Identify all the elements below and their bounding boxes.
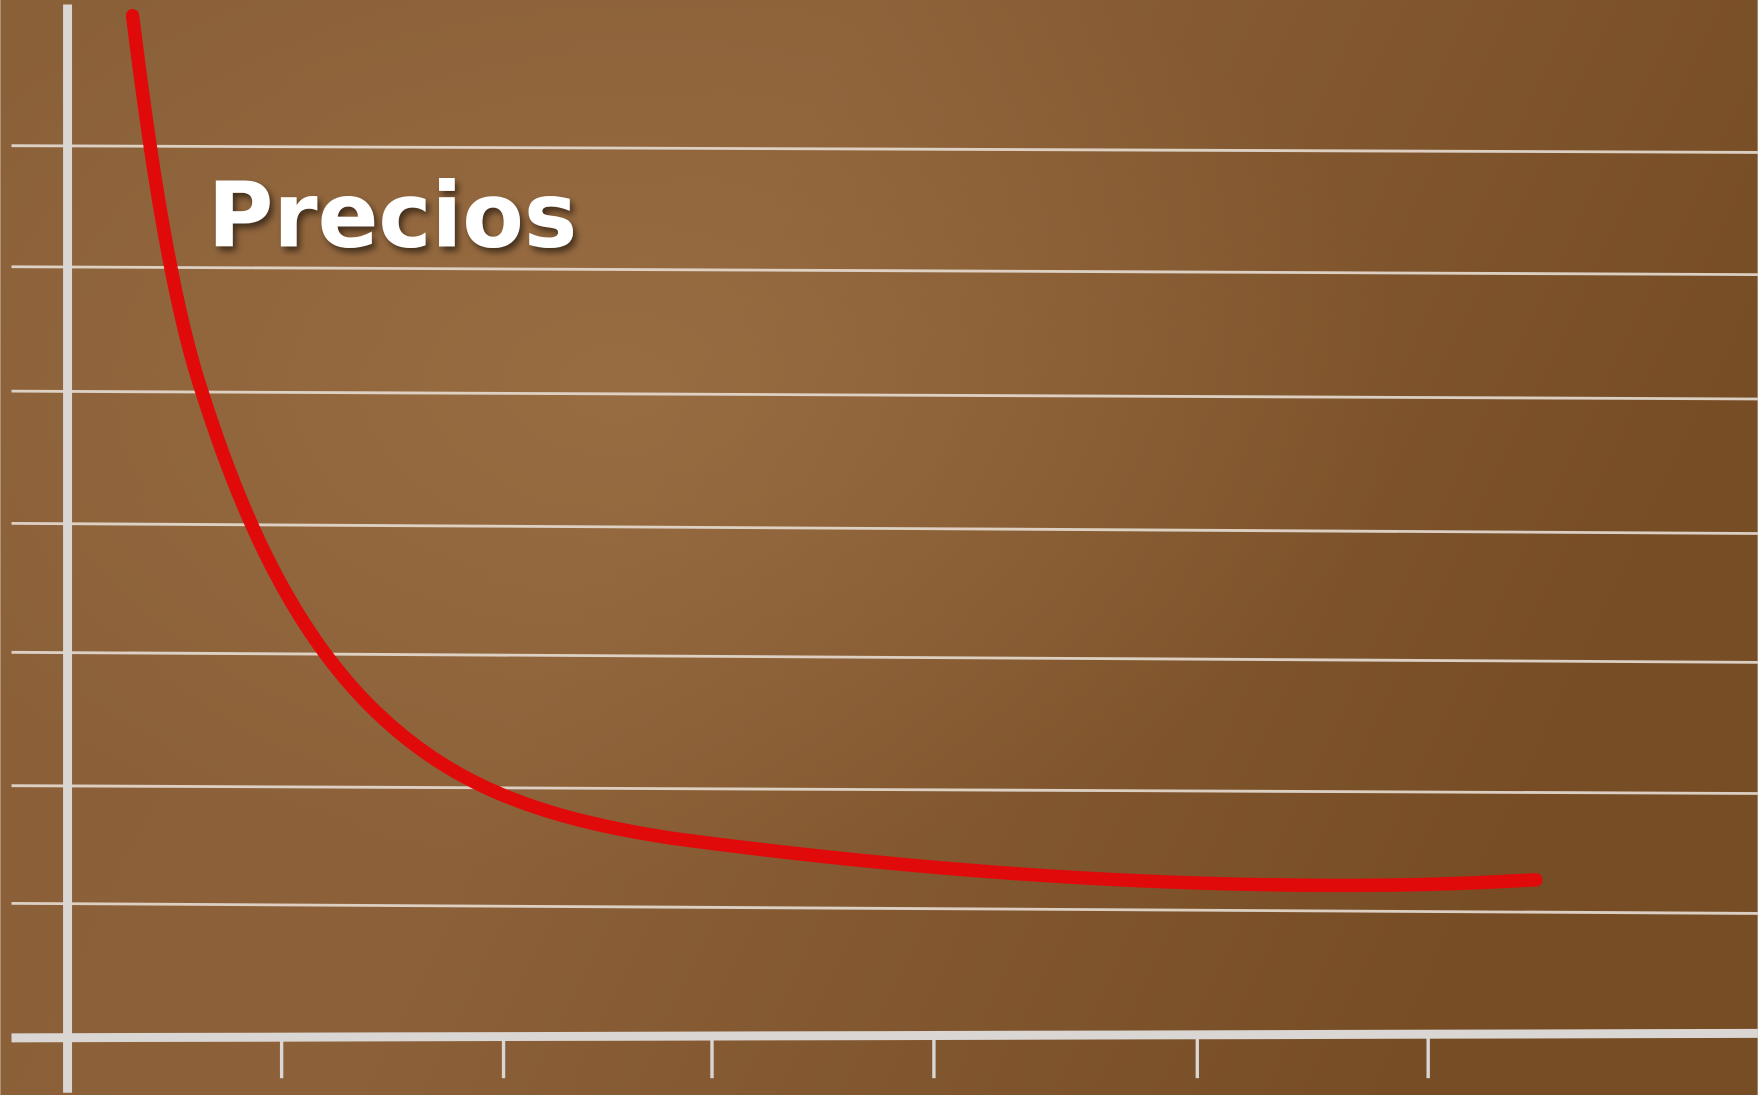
grid-line xyxy=(11,650,1758,664)
grid-line xyxy=(11,784,1758,795)
grid-line xyxy=(11,265,1758,276)
grid-line xyxy=(11,901,1758,915)
x-ticks xyxy=(279,1035,1430,1079)
x-axis xyxy=(11,1028,1758,1043)
grid-lines xyxy=(11,144,1758,915)
grid-line xyxy=(11,144,1758,154)
title: Precios xyxy=(208,165,578,269)
grid-line xyxy=(11,522,1758,535)
grid-line xyxy=(11,389,1758,401)
price-curve xyxy=(125,8,1543,893)
